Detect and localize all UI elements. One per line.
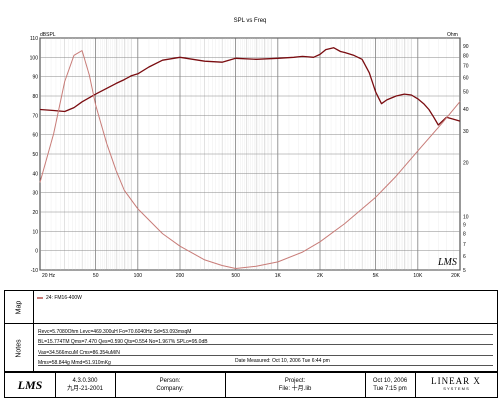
x-tick-label: 2K	[317, 273, 324, 279]
notes-tab[interactable]: Notes	[5, 324, 34, 372]
chart-annotation-lms: LMS	[437, 257, 457, 268]
footer-version-block: 4.3.0.300 九月-21-2001	[55, 372, 116, 397]
chart-ticks: 1101009080706050403020100-10908070605040…	[30, 36, 469, 279]
right-tick-label: 30	[463, 129, 469, 135]
footer-file-label: File: 十月.lib	[278, 385, 312, 392]
left-tick-label: 80	[32, 94, 38, 100]
footer-date: Oct 10, 2006	[372, 377, 408, 384]
right-tick-label: 80	[463, 53, 469, 59]
footer-date-block: Oct 10, 2006 Tue 7:15 pm	[365, 372, 416, 397]
x-tick-label: 20K	[451, 273, 461, 279]
chart-grid	[39, 37, 461, 271]
left-tick-label: 60	[32, 133, 38, 139]
right-tick-label: 7	[463, 242, 466, 248]
footer-person-label: Person:	[159, 377, 181, 384]
notes-line-2-text: BL=15.774TM Qms=7.470 Qes=0.590 Qts=0.55…	[38, 339, 208, 345]
x-tick-label: 500	[232, 273, 241, 279]
notes-line-1-text: Revc=5.7080Ohm Levc=469.300uH Fo=70.6040…	[38, 329, 192, 335]
notes-line-4-text: Mms=58.844g Mmd=51.910mKg	[38, 360, 111, 366]
map-tab[interactable]: Map	[5, 291, 34, 324]
footer-version: 4.3.0.300	[72, 377, 98, 384]
footer-project-label: Project:	[284, 377, 306, 384]
notes-section: Notes Revc=5.7080Ohm Levc=469.300uH Fo=7…	[4, 323, 498, 373]
left-tick-label: 40	[32, 171, 38, 177]
right-tick-label: 90	[463, 44, 469, 50]
notes-line-3-text: Vas=34.566mcuM Cms=86.354uM/N	[38, 350, 120, 356]
footer-brand: LINEAR X	[431, 375, 481, 386]
right-tick-label: 50	[463, 90, 469, 96]
x-tick-label: 200	[176, 273, 185, 279]
notes-line-3: Vas=34.566mcuM Cms=86.354uM/N	[38, 347, 493, 356]
left-tick-label: 0	[35, 249, 38, 255]
x-tick-label: 10K	[413, 273, 423, 279]
right-tick-label: 8	[463, 232, 466, 238]
right-tick-label: 20	[463, 161, 469, 167]
left-tick-label: 70	[32, 113, 38, 119]
left-axis-label: dBSPL	[40, 32, 56, 38]
spl-vs-freq-chart: 1101009080706050403020100-10908070605040…	[30, 18, 469, 279]
right-tick-label: 40	[463, 107, 469, 113]
x-tick-label: 50	[93, 273, 99, 279]
right-tick-label: 10	[463, 214, 469, 220]
footer-person-block: Person: Company:	[115, 372, 226, 397]
footer-project-block: Project: File: 十月.lib	[225, 372, 366, 397]
right-tick-label: 9	[463, 222, 466, 228]
left-tick-label: 20	[32, 210, 38, 216]
legend-label: 24: FM16-400W	[46, 295, 82, 301]
chart-title: SPL vs Freq	[234, 18, 267, 24]
footer-build-date: 九月-21-2001	[66, 385, 104, 392]
map-section: Map 24: FM16-400W	[4, 290, 498, 325]
footer-company-label: Company:	[156, 385, 184, 392]
map-tab-label: Map	[15, 300, 23, 315]
left-tick-label: 50	[32, 152, 38, 158]
impedance-curve	[39, 50, 461, 269]
legend-swatch	[37, 297, 43, 299]
right-tick-label: 5	[463, 268, 466, 274]
right-tick-label: 6	[463, 254, 466, 260]
notes-line-1: Revc=5.7080Ohm Levc=469.300uH Fo=70.6040…	[38, 326, 493, 335]
notes-tab-label: Notes	[15, 338, 23, 358]
footer-logo: LMS	[5, 372, 56, 397]
x-tick-label: 100	[134, 273, 143, 279]
spl-curve	[39, 47, 461, 126]
left-tick-label: 10	[32, 229, 38, 235]
right-tick-label: 60	[463, 76, 469, 82]
left-tick-label: -10	[31, 268, 38, 274]
date-measured: Date Measured: Oct 10, 2006 Tue 6:44 pm	[235, 358, 330, 364]
footer-bar: LMS 4.3.0.300 九月-21-2001 Person: Company…	[4, 371, 498, 398]
right-tick-label: 70	[463, 64, 469, 70]
notes-line-4: Mms=58.844g Mmd=51.910mKg	[38, 357, 493, 366]
footer-brand-block: LINEAR X S Y S T E M S	[415, 372, 497, 397]
right-axis-label: Ohm	[447, 32, 458, 38]
footer-brand-sub: S Y S T E M S	[443, 385, 469, 391]
legend-entry: 24: FM16-400W	[37, 295, 82, 301]
x-tick-label: 1K	[275, 273, 282, 279]
left-tick-label: 100	[30, 55, 39, 61]
left-tick-label: 90	[32, 75, 38, 81]
footer-time: Tue 7:15 pm	[373, 385, 407, 392]
left-tick-label: 110	[30, 36, 38, 42]
left-tick-label: 30	[32, 191, 38, 197]
x-tick-label: 20 Hz	[42, 273, 56, 279]
notes-line-2: BL=15.774TM Qms=7.470 Qes=0.590 Qts=0.55…	[38, 336, 493, 345]
chart-curves	[39, 47, 461, 269]
x-tick-label: 5K	[373, 273, 380, 279]
